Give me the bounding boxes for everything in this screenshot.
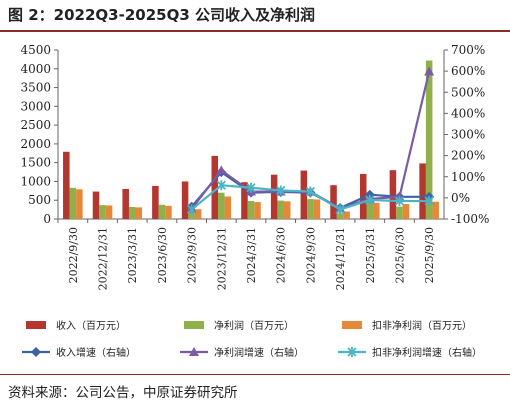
bar-2-2023/6/30 (158, 204, 166, 219)
bar-1-2022/12/31 (92, 191, 100, 219)
bar-3-2023/12/31 (224, 196, 232, 219)
bar-2-2024/12/31 (336, 213, 344, 219)
legend-label-2: 净利润（百万元） (214, 319, 294, 332)
right-tick-label: 200% (451, 149, 485, 163)
line-point-2-2025/9/30 (424, 66, 435, 76)
line-point-3-2024/6/30 (276, 185, 286, 196)
right-tick-label: 700% (451, 43, 485, 57)
bar-2-2024/3/31 (247, 200, 255, 219)
bar-3-2025/3/31 (373, 202, 380, 219)
left-tick-label: 4000 (20, 62, 51, 76)
x-tick-label: 2024/9/30 (304, 227, 317, 283)
line-point-2-2023/12/31 (216, 165, 227, 175)
legend-swatch-2 (184, 321, 204, 329)
title-divider (0, 30, 510, 32)
line-point-3-2025/3/31 (365, 194, 375, 205)
legend-label-5: 净利润增速（右轴） (214, 346, 304, 359)
bar-1-2022/9/30 (63, 151, 70, 219)
left-tick-label: 4500 (20, 43, 51, 57)
bar-3-2022/12/31 (105, 205, 113, 219)
bar-1-2023/12/31 (211, 155, 219, 219)
bar-2-2025/3/31 (366, 201, 374, 219)
legend-label-6: 扣非净利润增速（右轴） (372, 346, 482, 359)
x-tick-label: 2023/6/30 (156, 227, 169, 283)
bar-3-2024/12/31 (343, 211, 350, 219)
x-tick-label: 2024/3/31 (245, 227, 258, 283)
bar-1-2025/6/30 (389, 170, 397, 219)
bar-2-2024/6/30 (277, 200, 284, 219)
right-tick-label: 0% (451, 191, 470, 205)
right-tick-label: 400% (451, 106, 485, 120)
bar-1-2024/3/31 (241, 182, 248, 219)
bar-2-2023/12/31 (218, 192, 225, 219)
left-tick-label: 500 (28, 193, 51, 207)
x-tick-label: 2023/3/31 (126, 227, 139, 283)
bar-2-2023/3/31 (128, 206, 136, 219)
left-tick-label: 2000 (20, 137, 51, 151)
right-tick-label: 600% (451, 64, 485, 78)
x-tick-label: 2022/12/31 (97, 227, 110, 290)
bar-3-2023/6/30 (165, 205, 172, 219)
line-point-3-2023/12/31 (216, 180, 226, 191)
x-tick-label: 2024/6/30 (275, 227, 288, 283)
source-note: 资料来源：公司公告，中原证券研究所 (8, 385, 238, 401)
left-tick-label: 3500 (20, 81, 51, 95)
right-tick-label: 500% (451, 85, 485, 99)
legend-swatch-3 (342, 321, 362, 329)
line-point-3-2025/9/30 (424, 196, 434, 207)
right-tick-label: -100% (451, 212, 489, 226)
legend-label-1: 收入（百万元） (56, 319, 126, 332)
bar-3-2025/6/30 (402, 203, 410, 219)
bar-3-2023/9/30 (194, 209, 202, 219)
bar-1-2023/6/30 (152, 185, 159, 219)
bar-3-2024/9/30 (313, 199, 321, 219)
right-tick-label: 100% (451, 170, 485, 184)
chart-svg: 0 500 1000 1500 2000 2500 3000 3500 4000 4500 -100… (20, 43, 489, 359)
line-point-3-2025/6/30 (394, 196, 405, 207)
bar-3-2024/6/30 (283, 201, 291, 219)
x-tick-label: 2023/12/31 (215, 227, 228, 290)
figure-title: 图 2：2022Q3-2025Q3 公司收入及净利润 (8, 6, 315, 24)
legend-label-3: 扣非净利润（百万元） (372, 319, 472, 332)
legend-swatch-1 (26, 321, 46, 329)
bar-1-2023/9/30 (181, 181, 189, 219)
bar-1-2024/6/30 (270, 174, 278, 219)
legend-marker-6 (347, 347, 357, 357)
line-point-3-2024/9/30 (305, 186, 316, 197)
x-tick-label: 2025/6/30 (393, 227, 406, 283)
bar-3-2023/3/31 (135, 207, 143, 219)
bar-1-2024/9/30 (300, 170, 308, 219)
bar-2-2024/9/30 (307, 199, 314, 219)
legend-label-4: 收入增速（右轴） (56, 346, 136, 359)
bar-3-2024/3/31 (254, 202, 261, 219)
left-tick-label: 1000 (20, 174, 51, 188)
left-tick-label: 2500 (20, 118, 51, 132)
bar-1-2024/12/31 (330, 185, 337, 219)
legend-marker-5 (189, 347, 199, 356)
source-divider (0, 374, 510, 375)
bar-1-2023/3/31 (122, 188, 129, 219)
x-tick-label: 2025/9/30 (423, 227, 436, 283)
x-tick-label: 2022/9/30 (67, 227, 80, 283)
left-tick-label: 1500 (20, 156, 51, 170)
bar-1-2025/9/30 (419, 163, 426, 219)
left-tick-label: 0 (43, 212, 51, 226)
bar-2-2022/9/30 (69, 187, 77, 219)
left-tick-label: 3000 (20, 99, 51, 113)
x-tick-label: 2023/9/30 (186, 227, 199, 283)
bar-2-2025/9/30 (425, 60, 433, 219)
right-tick-label: 300% (451, 128, 485, 142)
line-point-3-2024/12/31 (335, 204, 345, 215)
x-tick-label: 2024/12/31 (334, 227, 347, 290)
bar-3-2022/9/30 (76, 189, 83, 219)
line-point-3-2023/9/30 (186, 204, 197, 215)
line-point-3-2024/3/31 (246, 182, 256, 193)
bar-2-2025/6/30 (396, 206, 403, 219)
bar-2-2022/12/31 (99, 205, 106, 219)
legend-marker-4 (31, 347, 41, 357)
x-tick-label: 2025/3/31 (364, 227, 377, 283)
bar-3-2025/9/30 (432, 201, 439, 219)
